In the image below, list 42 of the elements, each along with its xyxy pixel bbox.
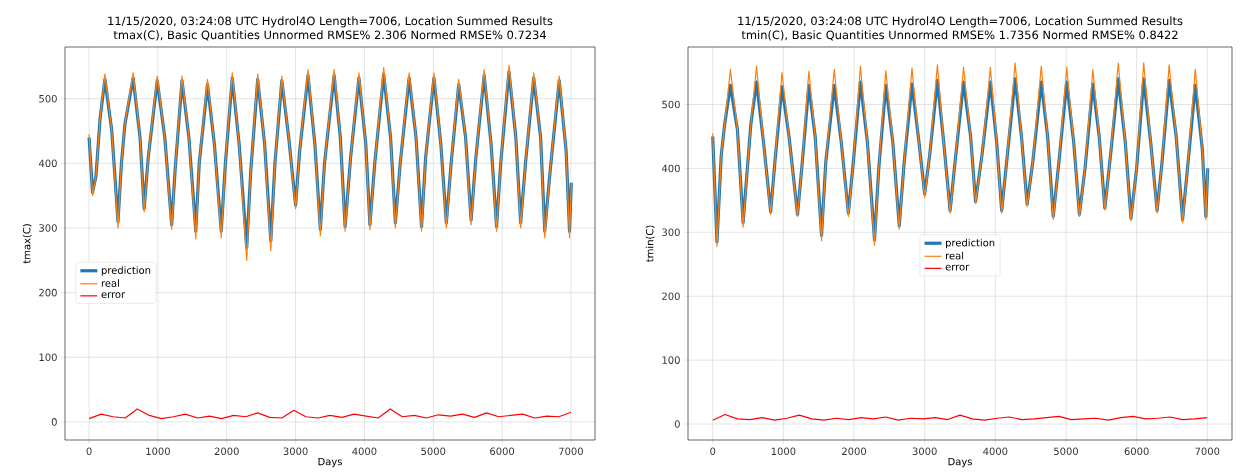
x-tick-label: 0 xyxy=(710,447,716,456)
chart-title: 11/15/2020, 03:24:08 UTC Hydrol4O Length=7006, Location Summed Results xyxy=(108,16,553,28)
y-tick-label: 200 xyxy=(39,288,57,297)
y-tick-label: 400 xyxy=(38,159,57,168)
legend-label: error xyxy=(945,264,970,271)
legend-label: error xyxy=(101,292,126,299)
legend-label: prediction xyxy=(101,266,151,276)
y-tick-label: 200 xyxy=(662,292,680,300)
x-axis-title: Days xyxy=(318,457,342,468)
x-tick-label: 5000 xyxy=(421,447,446,456)
x-tick-label: 7000 xyxy=(559,447,583,456)
x-tick-label: 6000 xyxy=(1124,447,1149,456)
x-axis-title: Days xyxy=(948,457,972,468)
y-axis-title: tmax(C) xyxy=(22,224,32,264)
legend-label: real xyxy=(101,279,119,287)
x-tick-label: 2000 xyxy=(214,447,239,456)
x-tick-label: 1000 xyxy=(146,447,170,456)
y-tick-label: 300 xyxy=(39,224,57,232)
y-tick-label: 300 xyxy=(662,228,680,237)
legend-label: prediction xyxy=(946,238,995,249)
x-tick-label: 7000 xyxy=(1195,447,1220,456)
x-tick-label: 4000 xyxy=(352,447,377,456)
y-tick-label: 0 xyxy=(674,420,680,428)
chart-title: 11/15/2020, 03:24:08 UTC Hydrol4O Length=7006, Location Summed Results xyxy=(738,16,1183,28)
y-tick-label: 400 xyxy=(661,164,680,173)
y-tick-label: 500 xyxy=(39,94,57,103)
legend-label: real xyxy=(946,251,964,260)
x-tick-label: 3000 xyxy=(912,447,937,456)
x-tick-label: 6000 xyxy=(490,447,515,456)
y-tick-label: 100 xyxy=(39,353,57,362)
y-axis-title: tmin(C) xyxy=(645,225,655,262)
chart-subtitle: tmax(C), Basic Quantities Unnormed RMSE% 2.306 Normed RMSE% 0.7234 xyxy=(113,30,546,41)
y-tick-label: 100 xyxy=(662,356,680,364)
x-tick-label: 2000 xyxy=(842,447,867,456)
x-tick-label: 3000 xyxy=(283,447,308,456)
chart-subtitle: tmin(C), Basic Quantities Unnormed RMSE% 1.7356 Normed RMSE% 0.8422 xyxy=(741,30,1178,41)
x-tick-label: 4000 xyxy=(983,447,1008,456)
x-tick-label: 1000 xyxy=(771,447,796,456)
x-tick-label: 0 xyxy=(86,447,92,456)
x-tick-label: 5000 xyxy=(1054,447,1078,456)
y-tick-label: 0 xyxy=(51,418,57,426)
y-tick-label: 500 xyxy=(662,100,680,109)
